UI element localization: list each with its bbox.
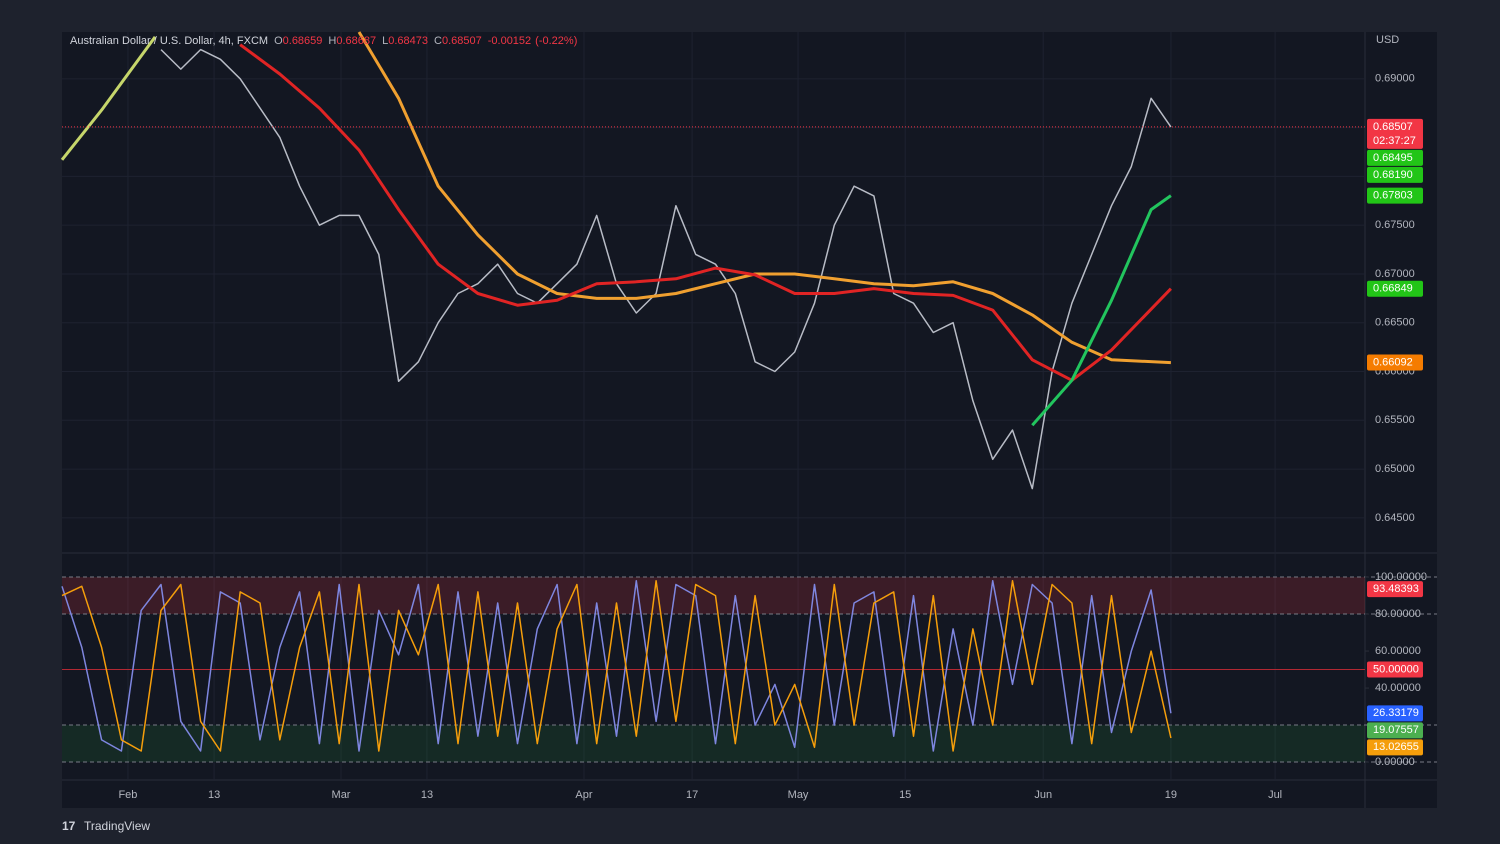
y-tick-label: 0.67500 <box>1375 219 1415 231</box>
price-label-text: 0.66092 <box>1373 356 1413 368</box>
y-tick-label: 0.66500 <box>1375 317 1415 329</box>
x-tick-label: Jul <box>1268 789 1282 801</box>
price-label: 13.02655 <box>1367 739 1423 756</box>
price-label-bg <box>1367 166 1423 183</box>
price-label: 26.33179 <box>1367 705 1423 722</box>
price-label-bg <box>1367 705 1423 722</box>
price-label-bg <box>1367 354 1423 371</box>
ohlc-value: 0.68687 <box>336 35 376 47</box>
y-tick-label: 0.69000 <box>1375 73 1415 85</box>
moving-average <box>60 36 157 161</box>
price-label: 19.07557 <box>1367 722 1423 739</box>
price-label-bg <box>1367 661 1423 678</box>
oscillator-line <box>61 580 1172 752</box>
x-tick-label: 13 <box>208 789 220 801</box>
plots <box>60 31 1365 752</box>
ohlc-value: 0.68473 <box>388 35 428 47</box>
symbol: Australian Dollar / U.S. Dollar, 4h, FXC… <box>70 35 268 47</box>
price-label: 0.67803 <box>1367 187 1423 204</box>
price-label: 93.48393 <box>1367 581 1423 598</box>
x-tick-label: 17 <box>686 789 698 801</box>
ohlc-label: L <box>382 35 388 47</box>
x-tick-label: Apr <box>575 789 592 801</box>
price-label: 0.68507 02:37:27 <box>1367 118 1423 149</box>
price-label-bg <box>1367 187 1423 204</box>
overbought-zone <box>62 577 1365 615</box>
price-label-text: 0.67803 <box>1373 190 1413 202</box>
x-tick-label: 13 <box>421 789 433 801</box>
logo-mark: 17 <box>62 819 76 833</box>
price-label-text: 50.00000 <box>1373 663 1419 675</box>
y-tick-label: 0.00000 <box>1375 756 1415 768</box>
countdown: 02:37:27 <box>1373 135 1416 147</box>
change-pct: (-0.22%) <box>535 35 577 47</box>
ohlc-value: 0.68659 <box>283 35 323 47</box>
ohlc-label: H <box>328 35 336 47</box>
price-label-bg <box>1367 118 1423 149</box>
moving-average <box>239 43 1172 382</box>
ohlc-label: C <box>434 35 442 47</box>
y-tick-label: 80.00000 <box>1375 608 1421 620</box>
price-label: 0.66849 <box>1367 280 1423 297</box>
price-label-text: 0.68495 <box>1373 152 1413 164</box>
price-label-text: 0.66849 <box>1373 283 1413 295</box>
y-tick-label: 100.00000 <box>1375 571 1427 583</box>
price-label: 0.68190 <box>1367 166 1423 183</box>
x-tick-label: 19 <box>1165 789 1177 801</box>
oscillator-bands <box>62 576 1437 763</box>
x-tick-label: May <box>788 789 809 801</box>
price-label-bg <box>1367 581 1423 598</box>
price-label-bg <box>1367 280 1423 297</box>
x-tick-label: Jun <box>1034 789 1052 801</box>
ohlc-value: 0.68507 <box>442 35 482 47</box>
axes: 0.645000.650000.655000.660000.665000.670… <box>118 73 1427 801</box>
moving-average <box>1031 194 1172 427</box>
x-tick-label: Feb <box>118 789 137 801</box>
price-label-bg <box>1367 722 1423 739</box>
price-line <box>160 48 1172 490</box>
oscillator-line <box>61 580 1172 752</box>
logo: 17 TradingView <box>62 819 150 833</box>
y-tick-label: 0.65500 <box>1375 414 1415 426</box>
price-label-text: 0.68190 <box>1373 169 1413 181</box>
y-tick-label: 0.67000 <box>1375 268 1415 280</box>
brand: TradingView <box>84 819 150 833</box>
y-tick-label: 60.00000 <box>1375 645 1421 657</box>
x-tick-label: 15 <box>899 789 911 801</box>
price-label-text: 13.02655 <box>1373 741 1419 753</box>
x-tick-label: Mar <box>332 789 351 801</box>
change: -0.00152 <box>488 35 531 47</box>
currency: USD <box>1376 34 1399 46</box>
price-label-text: 19.07557 <box>1373 724 1419 736</box>
price-label: 0.68495 <box>1367 149 1423 166</box>
price-label: 50.00000 <box>1367 661 1423 678</box>
symbol-header: Australian Dollar / U.S. Dollar, 4h, FXC… <box>70 35 577 47</box>
price-label-text: 0.68507 <box>1373 121 1413 133</box>
price-label: 0.66092 <box>1367 354 1423 371</box>
ohlc-label: O <box>274 35 283 47</box>
y-tick-label: 0.65000 <box>1375 463 1415 475</box>
y-tick-label: 40.00000 <box>1375 682 1421 694</box>
y-tick-label: 0.64500 <box>1375 512 1415 524</box>
price-label-text: 26.33179 <box>1373 707 1419 719</box>
price-label-text: 93.48393 <box>1373 583 1419 595</box>
price-label-bg <box>1367 739 1423 756</box>
price-label-bg <box>1367 149 1423 166</box>
